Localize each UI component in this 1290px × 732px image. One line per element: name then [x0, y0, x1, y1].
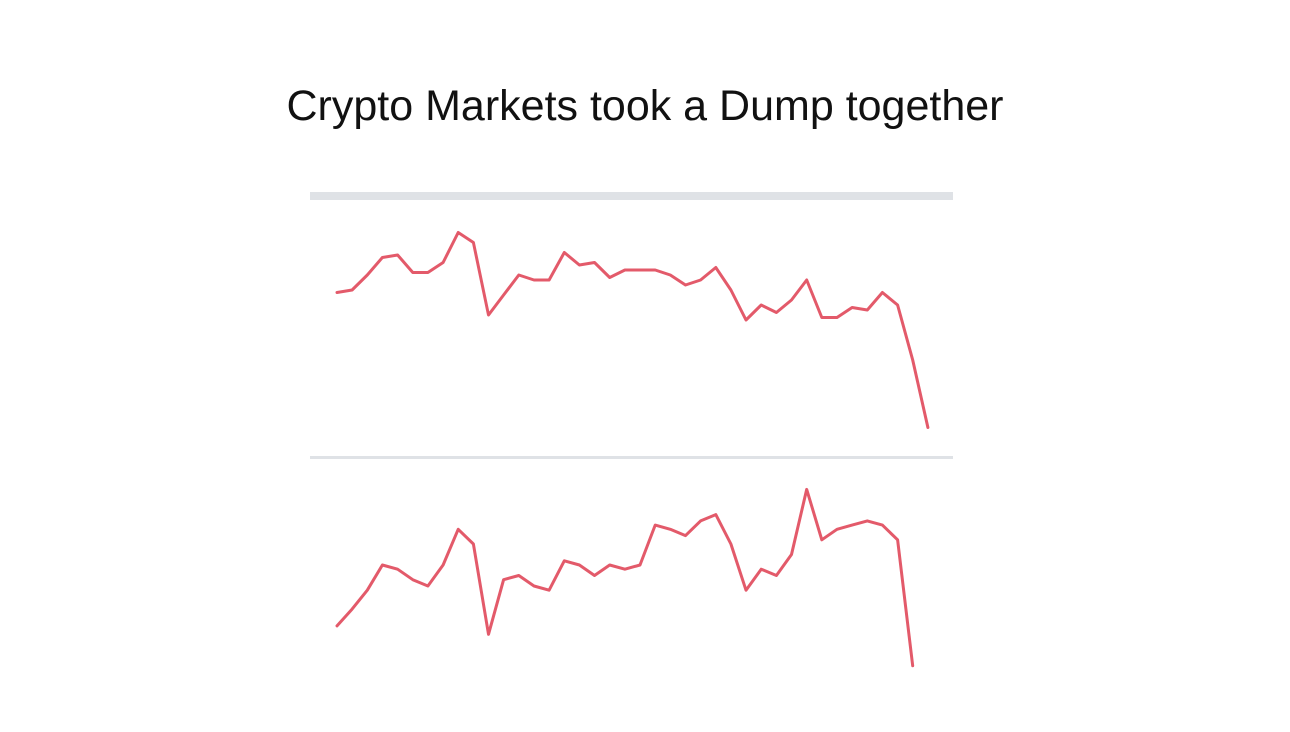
slide-title: Crypto Markets took a Dump together — [287, 82, 1004, 130]
chart-divider — [310, 456, 953, 459]
price-line — [335, 231, 930, 429]
chart-top-border — [310, 192, 953, 200]
price-line — [335, 487, 915, 668]
